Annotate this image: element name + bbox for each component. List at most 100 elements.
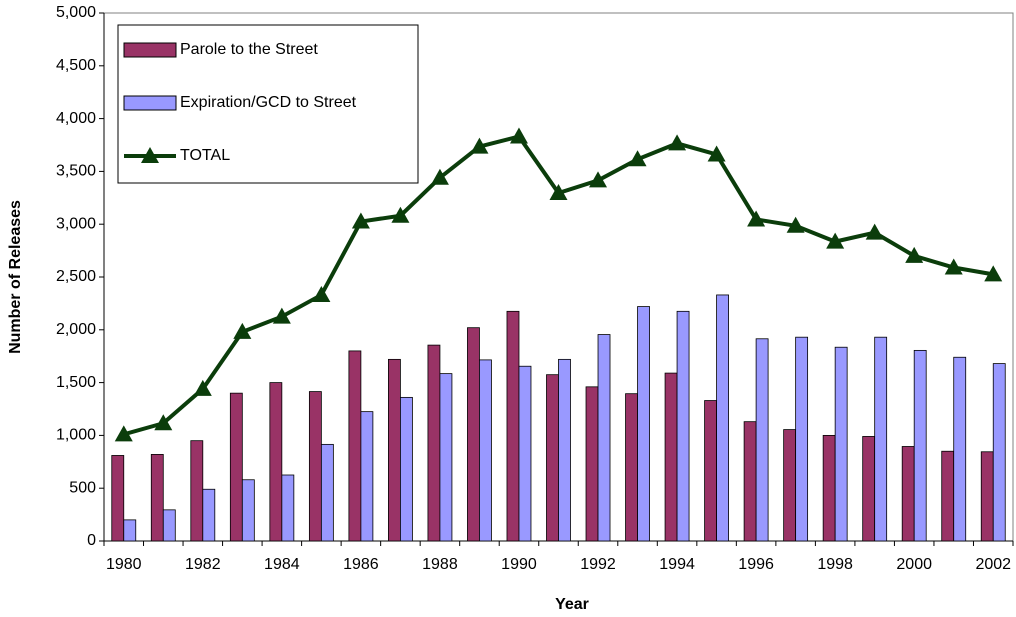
bar	[953, 356, 967, 542]
marker	[549, 184, 568, 201]
bar	[269, 382, 283, 542]
marker	[233, 322, 252, 339]
marker	[707, 145, 726, 162]
x-axis-title: Year	[555, 596, 589, 613]
y-tick-label: 5,000	[56, 4, 96, 21]
bar	[360, 411, 374, 542]
y-tick-label: 500	[69, 479, 96, 496]
legend-swatch	[123, 42, 177, 58]
bar	[388, 358, 401, 542]
bar	[308, 391, 322, 542]
y-axis-title: Number of Releases	[7, 200, 24, 354]
marker	[430, 168, 449, 185]
x-tick-label: 1994	[659, 556, 695, 573]
y-tick-label: 0	[87, 532, 96, 549]
legend-swatch	[141, 147, 159, 163]
y-tick-label: 1,000	[56, 427, 96, 444]
bar	[913, 349, 927, 542]
marker	[786, 216, 805, 233]
legend-label: Parole to the Street	[180, 41, 318, 58]
bar	[320, 443, 334, 542]
marker	[628, 150, 647, 167]
bar	[664, 372, 678, 542]
bar	[862, 436, 876, 542]
y-tick-label: 1,500	[56, 374, 96, 391]
bar	[479, 359, 492, 542]
bar	[241, 479, 255, 542]
bar	[123, 519, 137, 542]
bar	[716, 294, 729, 542]
marker	[391, 206, 410, 223]
marker	[312, 285, 331, 302]
bar	[597, 334, 611, 542]
x-tick-label: 1990	[501, 556, 537, 573]
bar	[704, 400, 717, 542]
bar	[546, 374, 559, 542]
y-tick-label: 4,500	[56, 57, 96, 74]
x-tick-label: 2000	[896, 556, 932, 573]
bar	[637, 306, 650, 542]
legend-label: Expiration/GCD to Street	[180, 94, 357, 111]
bar	[558, 358, 571, 542]
bar	[400, 396, 413, 542]
x-tick-label: 2002	[975, 556, 1011, 573]
x-tick-label: 1980	[106, 556, 142, 573]
bar	[625, 393, 638, 542]
x-tick-label: 1998	[817, 556, 853, 573]
marker	[747, 210, 766, 227]
bar	[743, 421, 757, 542]
bar	[822, 434, 836, 542]
x-tick-label: 1986	[343, 556, 379, 573]
bar	[518, 365, 532, 542]
bar	[901, 446, 915, 542]
marker	[154, 414, 173, 431]
marker	[589, 171, 608, 188]
bar	[348, 350, 362, 542]
x-tick-label: 1982	[185, 556, 221, 573]
bar	[755, 338, 769, 542]
bar	[190, 440, 204, 542]
bar	[467, 327, 480, 542]
y-tick-label: 3,000	[56, 215, 96, 232]
marker	[351, 212, 370, 229]
bar	[111, 455, 125, 542]
marker	[509, 127, 528, 144]
legend-swatch	[123, 95, 177, 111]
bar	[874, 336, 888, 542]
marker	[905, 246, 924, 263]
y-tick-label: 4,000	[56, 110, 96, 127]
x-tick-label: 1984	[264, 556, 300, 573]
y-tick-label: 3,500	[56, 163, 96, 180]
bar	[834, 346, 848, 542]
bar	[162, 509, 176, 542]
bar	[676, 310, 690, 542]
marker	[944, 258, 963, 275]
marker	[826, 232, 845, 249]
x-tick-label: 1996	[738, 556, 774, 573]
bar	[992, 363, 1006, 542]
bar	[941, 450, 955, 542]
bar	[980, 451, 994, 542]
bar	[783, 429, 797, 542]
y-tick-label: 2,500	[56, 268, 96, 285]
marker	[865, 223, 884, 240]
bar	[281, 474, 295, 542]
y-tick-label: 2,000	[56, 321, 96, 338]
marker	[272, 307, 291, 324]
bar	[229, 392, 243, 542]
bar	[506, 310, 520, 542]
marker	[114, 425, 133, 442]
marker	[668, 134, 687, 151]
marker	[984, 265, 1003, 282]
marker	[193, 379, 212, 396]
bar	[585, 386, 599, 542]
bar	[202, 488, 216, 542]
x-tick-label: 1992	[580, 556, 616, 573]
marker	[470, 137, 489, 154]
bar	[795, 336, 809, 542]
bar	[150, 454, 164, 542]
bar	[439, 373, 453, 542]
legend-label: TOTAL	[180, 147, 230, 164]
bar	[427, 344, 441, 542]
